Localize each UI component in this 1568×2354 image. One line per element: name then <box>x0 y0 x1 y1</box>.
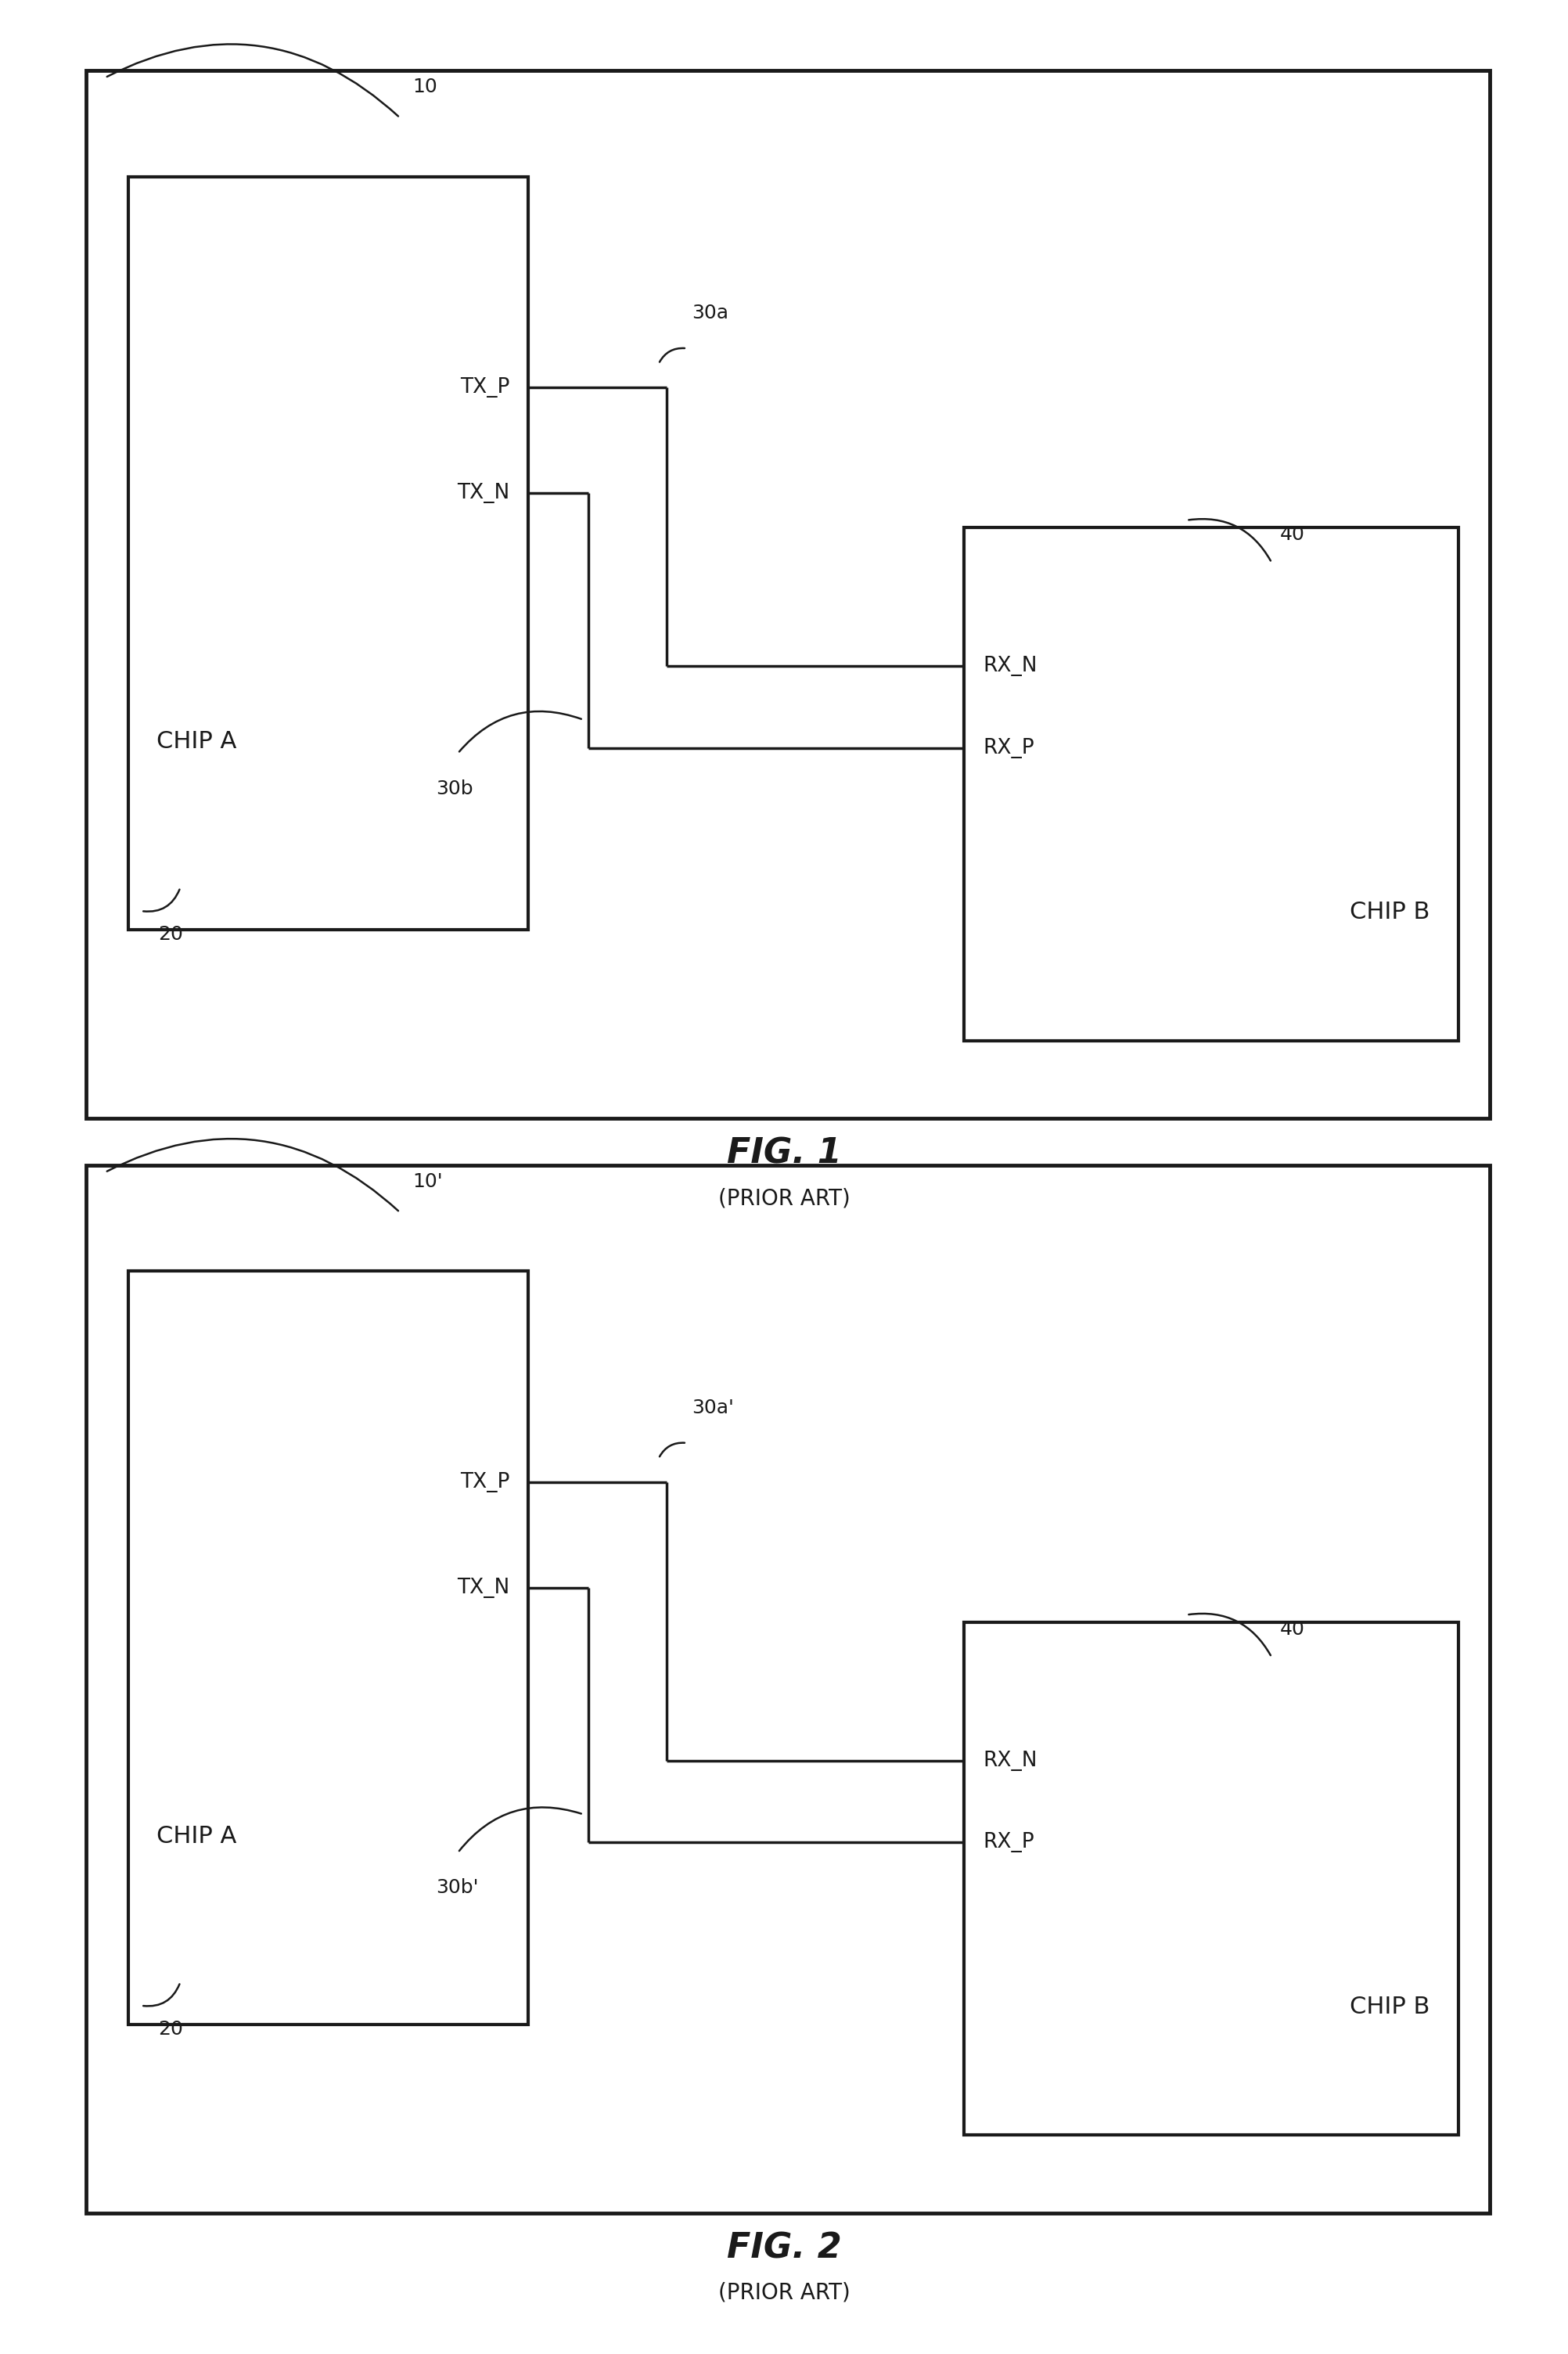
Text: CHIP A: CHIP A <box>157 730 237 753</box>
Text: CHIP A: CHIP A <box>157 1824 237 1848</box>
Bar <box>964 1622 1458 2135</box>
Text: 30a': 30a' <box>691 1398 734 1417</box>
Text: RX_P: RX_P <box>983 737 1035 758</box>
Text: TX_P: TX_P <box>459 377 510 398</box>
Text: 40: 40 <box>1279 1620 1305 1638</box>
Bar <box>129 177 528 930</box>
Bar <box>86 71 1490 1118</box>
Text: 20: 20 <box>158 2020 183 2039</box>
Text: 30a: 30a <box>691 304 728 322</box>
Text: TX_N: TX_N <box>456 483 510 504</box>
Text: CHIP B: CHIP B <box>1350 1996 1430 2017</box>
Text: CHIP B: CHIP B <box>1350 902 1430 923</box>
Text: (PRIOR ART): (PRIOR ART) <box>718 2281 850 2305</box>
Text: 10: 10 <box>412 78 437 97</box>
Text: TX_P: TX_P <box>459 1471 510 1492</box>
Bar <box>86 1165 1490 2213</box>
Text: FIG. 1: FIG. 1 <box>726 1137 842 1170</box>
Text: (PRIOR ART): (PRIOR ART) <box>718 1186 850 1210</box>
Text: RX_N: RX_N <box>983 1751 1038 1770</box>
Text: RX_P: RX_P <box>983 1831 1035 1853</box>
Text: FIG. 2: FIG. 2 <box>726 2232 842 2265</box>
Text: 20: 20 <box>158 925 183 944</box>
Text: 30b': 30b' <box>436 1878 478 1897</box>
Text: 10': 10' <box>412 1172 442 1191</box>
Text: TX_N: TX_N <box>456 1577 510 1598</box>
Bar <box>129 1271 528 2024</box>
Text: 30b: 30b <box>436 779 474 798</box>
Text: RX_N: RX_N <box>983 657 1038 676</box>
Text: 40: 40 <box>1279 525 1305 544</box>
Bar <box>964 527 1458 1040</box>
